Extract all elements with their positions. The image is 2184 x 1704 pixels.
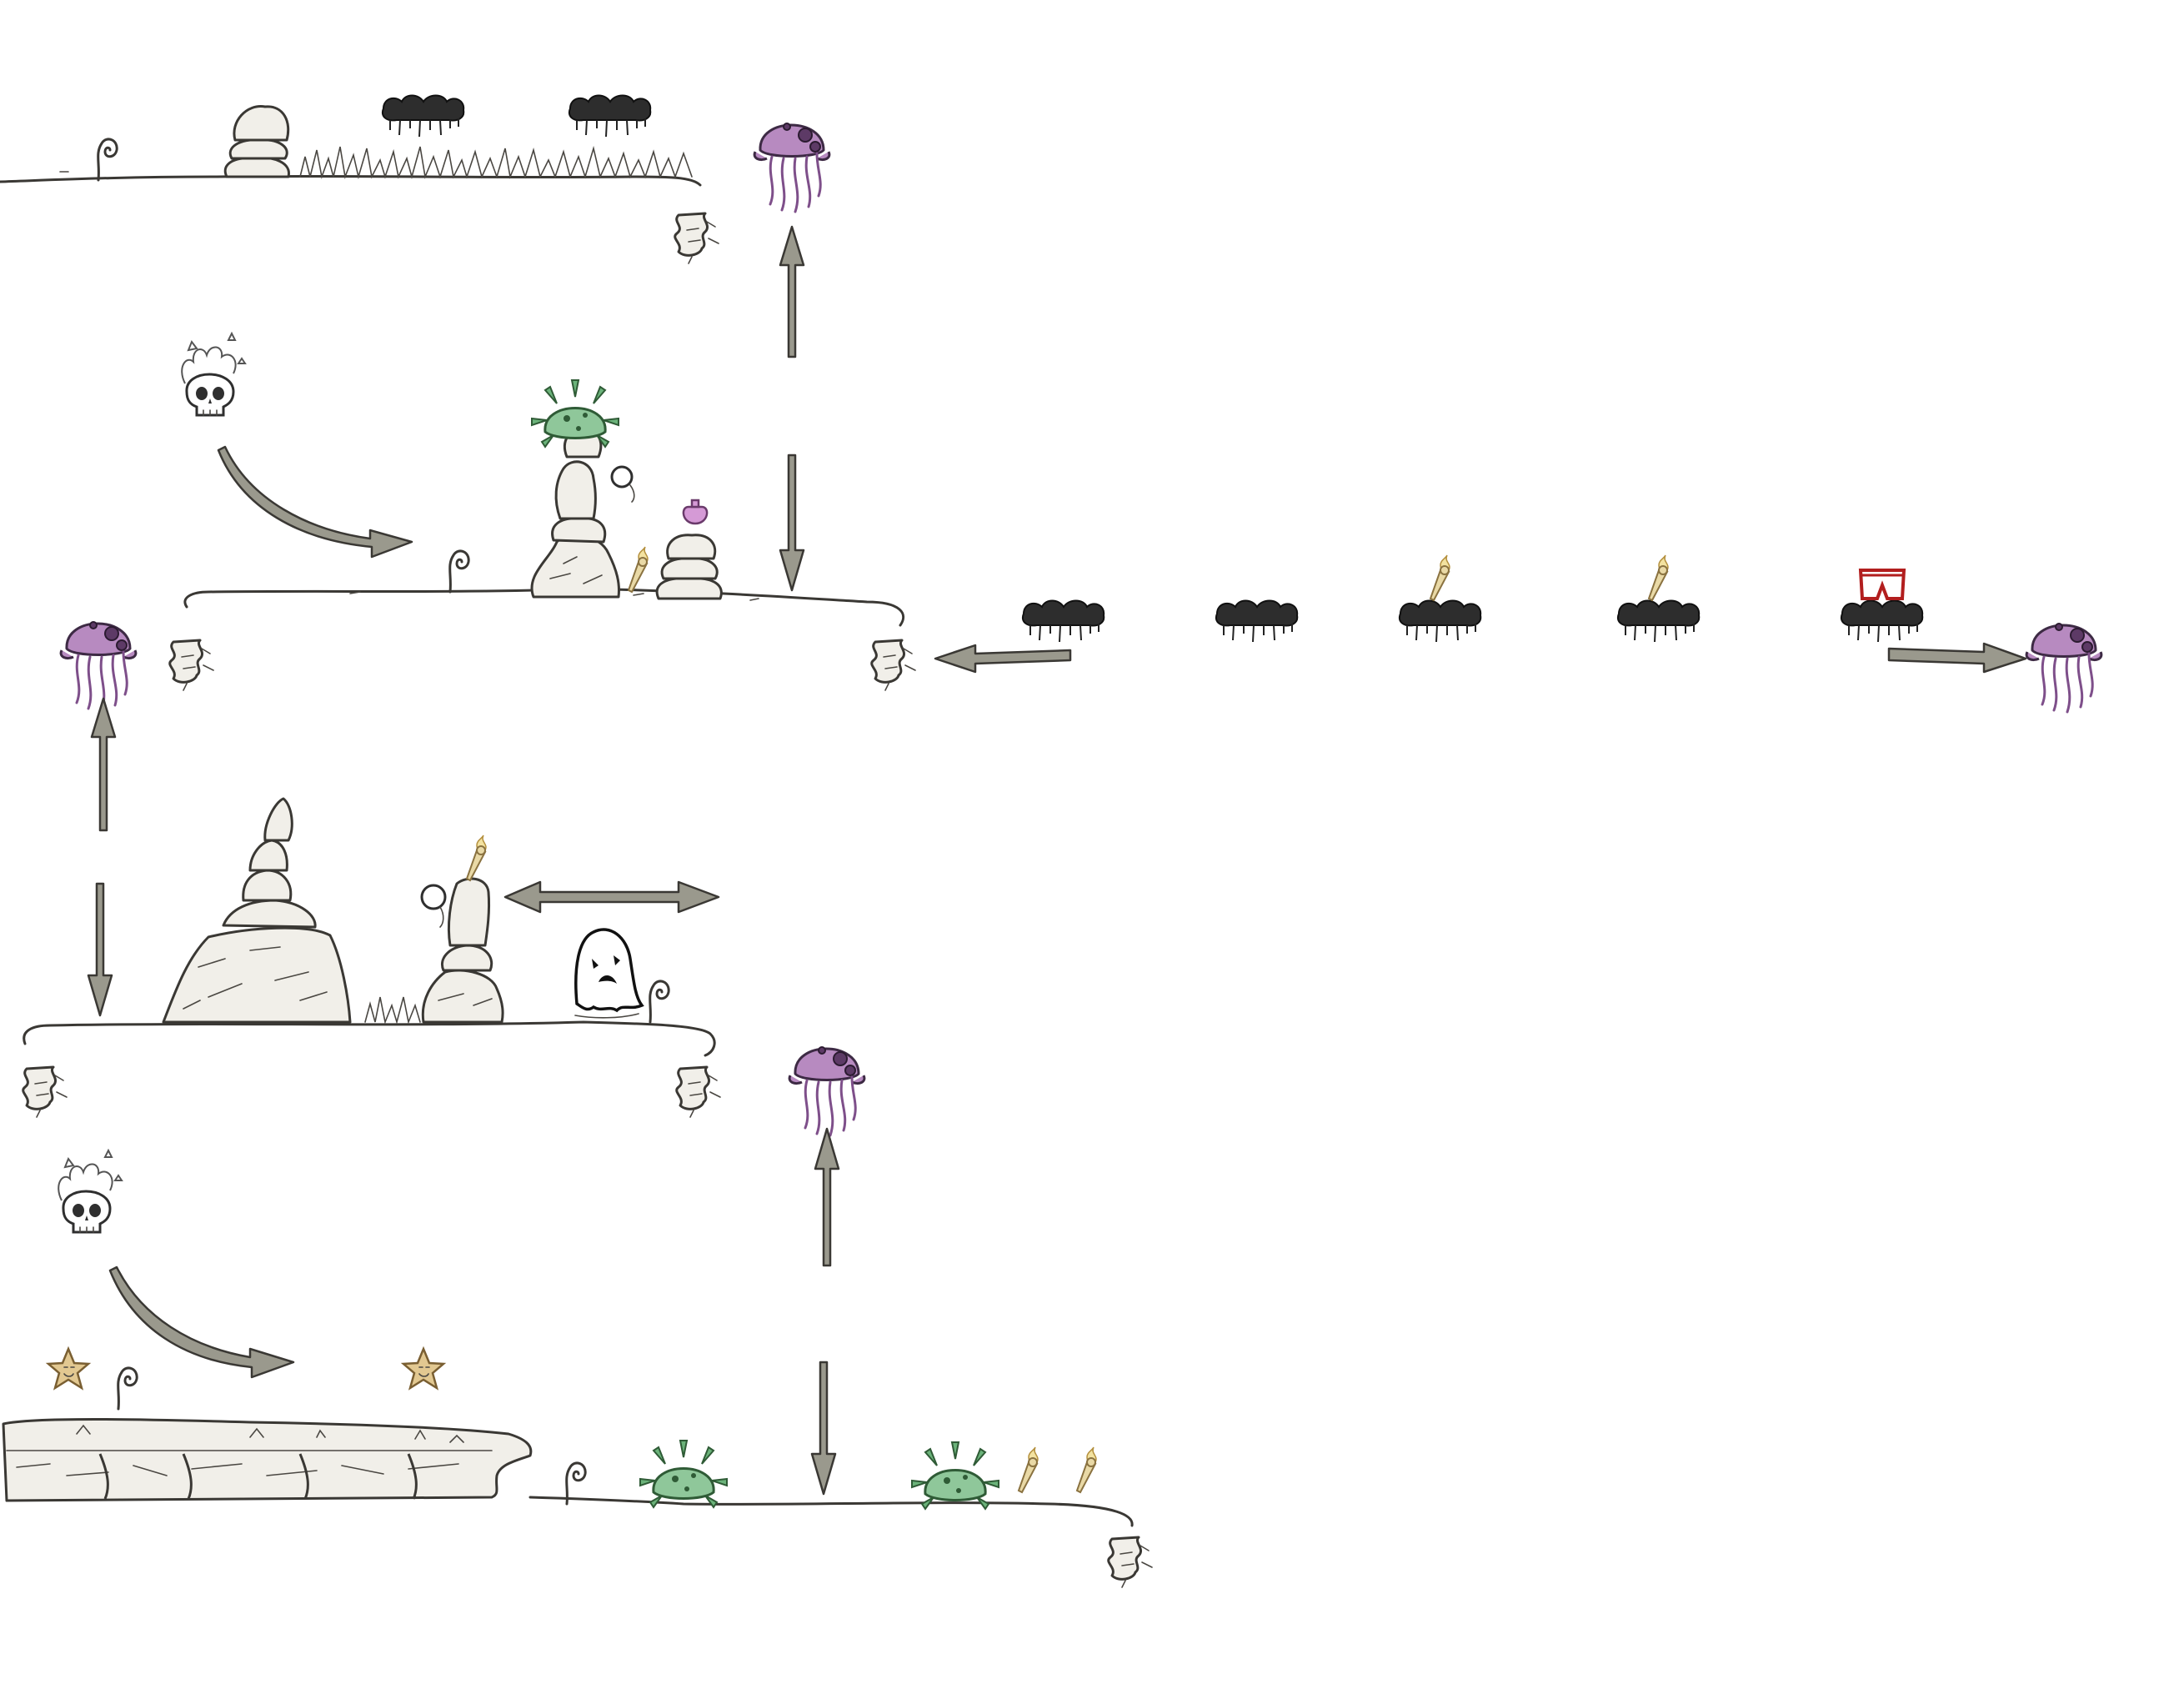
torch-pickup-icon[interactable]	[1648, 554, 1669, 601]
path-arrow-icon	[779, 225, 805, 358]
flaming-skull-icon[interactable]	[180, 332, 247, 417]
jellyfish-enemy-icon[interactable]	[788, 1045, 866, 1137]
potion-pickup-icon[interactable]	[682, 499, 709, 525]
path-arrow-icon	[814, 1127, 840, 1267]
path-arrow-icon	[108, 1265, 295, 1379]
torch-pickup-icon[interactable]	[628, 546, 649, 593]
curl-sprout-icon	[97, 138, 118, 182]
tier-4-cliff	[1107, 1536, 1154, 1589]
rock-pillar-icon	[421, 877, 504, 1024]
curl-sprout-icon	[649, 980, 670, 1024]
tier-3-right-cliff	[675, 1065, 722, 1119]
stacked-boulders-icon	[655, 534, 723, 600]
curl-sprout-icon	[117, 1366, 138, 1411]
curl-sprout-icon	[448, 549, 470, 594]
jellyfish-enemy-icon[interactable]	[2025, 622, 2103, 714]
path-arrow-icon	[810, 1361, 837, 1496]
ghost-enemy-icon[interactable]	[574, 928, 644, 1019]
path-arrow-icon	[934, 644, 1072, 674]
spore-mine-icon[interactable]	[910, 1441, 1000, 1511]
star-pickup-icon[interactable]	[47, 1347, 90, 1390]
star-pickup-icon[interactable]	[402, 1347, 445, 1390]
jellyfish-enemy-icon[interactable]	[753, 122, 831, 213]
tier-2-right-cliff	[870, 639, 917, 692]
spore-mine-icon[interactable]	[639, 1439, 729, 1509]
raised-rock-ledge	[2, 1418, 533, 1502]
skull-lantern-icon	[420, 884, 447, 928]
storm-cloud-platform-icon[interactable]	[568, 94, 652, 138]
tier-1-ground	[0, 145, 702, 187]
tier-2-left-cliff	[168, 639, 215, 692]
spore-mine-icon[interactable]	[530, 378, 620, 449]
rock-pillar-icon	[530, 427, 620, 599]
path-arrow-icon	[87, 882, 113, 1017]
storm-cloud-platform-icon[interactable]	[1398, 599, 1482, 643]
tier-4-ground	[528, 1496, 1134, 1527]
storm-cloud-platform-icon[interactable]	[1840, 599, 1924, 643]
skull-lantern-icon	[610, 465, 635, 503]
path-arrow-icon	[1887, 642, 2027, 674]
torch-pickup-icon[interactable]	[1430, 554, 1450, 601]
storm-cloud-platform-icon[interactable]	[1215, 599, 1299, 643]
stacked-boulders-icon	[223, 105, 290, 178]
tier-3-left-cliff	[22, 1065, 68, 1119]
tier-1-cliff	[674, 212, 720, 265]
path-arrow-icon	[90, 697, 117, 832]
flaming-skull-icon[interactable]	[57, 1149, 123, 1234]
storm-cloud-platform-icon[interactable]	[381, 94, 465, 138]
torch-pickup-icon[interactable]	[466, 834, 487, 881]
path-arrow-icon	[779, 454, 805, 592]
pants-pickup-icon[interactable]	[1858, 569, 1906, 600]
path-arrow-icon	[503, 880, 720, 914]
rock-spire-icon	[162, 797, 352, 1024]
path-arrow-icon	[217, 445, 413, 559]
storm-cloud-platform-icon[interactable]	[1021, 599, 1105, 643]
grass-tuft	[364, 996, 421, 1025]
storm-cloud-platform-icon[interactable]	[1616, 599, 1701, 643]
tier-3-ground	[23, 1020, 716, 1057]
torch-pickup-icon[interactable]	[1076, 1446, 1097, 1493]
jellyfish-enemy-icon[interactable]	[59, 620, 138, 712]
torch-pickup-icon[interactable]	[1018, 1446, 1039, 1493]
